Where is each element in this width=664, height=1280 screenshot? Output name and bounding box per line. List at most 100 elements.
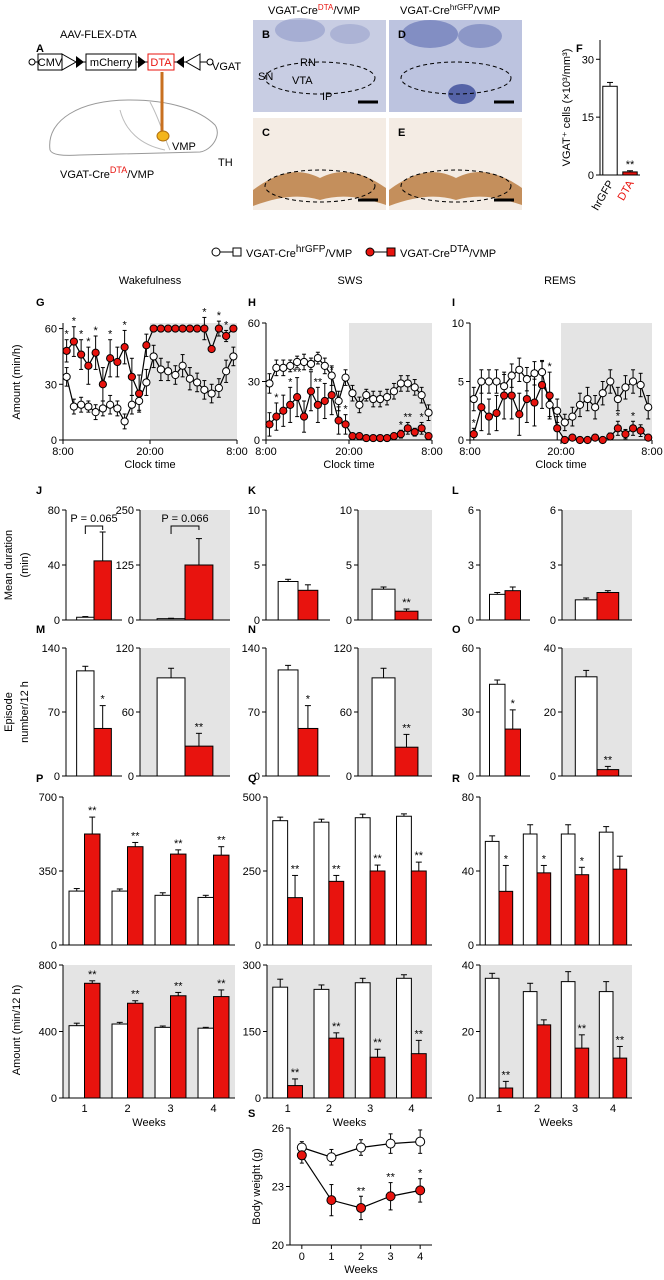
x-tick-label: 2 [326,1103,332,1115]
histology: SN RN VTA IP VGAT TH VGAT-CreDTA/VMP VGA… [212,3,522,210]
point [149,324,158,333]
bar [489,683,506,777]
bar [602,85,618,176]
y-tick-label: 140 [242,643,260,655]
point [545,391,554,400]
column-label-part: /VMP [473,5,500,17]
bar [154,894,172,946]
y-tick-label: 0 [468,1093,474,1105]
point [606,432,615,441]
mouse-label-part: /VMP [127,169,154,181]
point [575,435,585,445]
mouse-label: VGAT-CreDTA/VMP [60,165,154,181]
significance: ** [88,969,97,981]
y-axis-label: Episode [3,692,15,732]
row-label: VGAT [212,61,241,73]
bar [184,564,214,621]
bar [213,996,230,1099]
point [142,341,151,350]
row-label: TH [218,157,233,169]
point [537,380,547,390]
significance: * [217,310,222,322]
y-tick-label: 400 [39,1027,57,1039]
point [507,371,516,380]
point [200,324,209,333]
chart: 0 5 10 ** [340,505,432,627]
point [320,361,329,370]
significance: ** [502,1069,511,1081]
point [171,370,180,380]
point [69,402,78,411]
legend-label-part: hrGFP [296,244,326,255]
column-header: REMS [544,275,576,287]
significance: * [202,306,207,318]
point [84,361,93,370]
point [591,403,600,412]
bar [313,821,330,946]
point [327,371,336,380]
chart: 0 20 40 ** [544,643,632,783]
point [636,426,645,435]
y-tick-label: 6 [550,505,556,517]
point [396,379,405,388]
bar [197,1027,215,1099]
significance: * [631,410,636,422]
panel-letter: S [248,1108,255,1120]
bar [76,616,95,621]
x-tick-label: 3 [367,1103,373,1115]
point [135,396,144,406]
point [156,365,165,374]
y-tick-label: 40 [48,560,60,572]
bar [396,977,412,1099]
y-tick-label: 5 [458,377,464,389]
point [500,382,509,391]
significance: * [274,392,279,404]
significance: ** [402,722,411,734]
point [385,1191,396,1202]
y-tick-label: 0 [54,615,60,627]
y-tick-label: 700 [39,792,57,804]
significance: * [418,1168,423,1180]
loxp [184,53,201,71]
y-axis-label: (min) [19,552,31,577]
region-label: SN [258,71,273,83]
x-tick-label: hrGFP [590,179,617,213]
legend-marker [211,247,221,257]
point [591,433,600,442]
bar [170,853,187,946]
bar [68,1025,85,1099]
point [613,394,622,404]
significance: ** [291,863,300,875]
chart: 0 15 30 VGAT⁺ cells (×10³/mm³) hrGFP ** DTA [561,40,640,213]
chart: 0 60 120 ** [116,643,230,783]
y-axis-label: Body weight (g) [251,1148,263,1224]
point [560,418,569,427]
target-label: VMP [172,141,196,153]
point [583,394,592,404]
bar [522,833,538,946]
bar [184,745,214,777]
point [164,367,173,376]
x-tick-label: 8:00 [459,446,480,458]
bar [498,1087,514,1099]
significance: * [343,404,348,416]
x-axis-label: Clock time [323,459,374,471]
y-tick-label: 80 [462,792,474,804]
bar [596,592,620,621]
point [306,387,316,396]
bar [612,1057,628,1099]
point [149,352,158,361]
vta-outline [400,61,512,95]
point [369,394,378,404]
legend-label: VGAT-CrehrGFP/VMP [246,244,352,260]
x-axis-label: Weeks [132,1117,166,1129]
bar [328,1037,345,1099]
significance: ** [415,850,424,862]
significance: ** [131,830,140,842]
significance: ** [616,1034,625,1046]
region-label: RN [300,57,316,69]
bar [369,1056,386,1099]
point [185,324,194,333]
point [410,428,419,437]
